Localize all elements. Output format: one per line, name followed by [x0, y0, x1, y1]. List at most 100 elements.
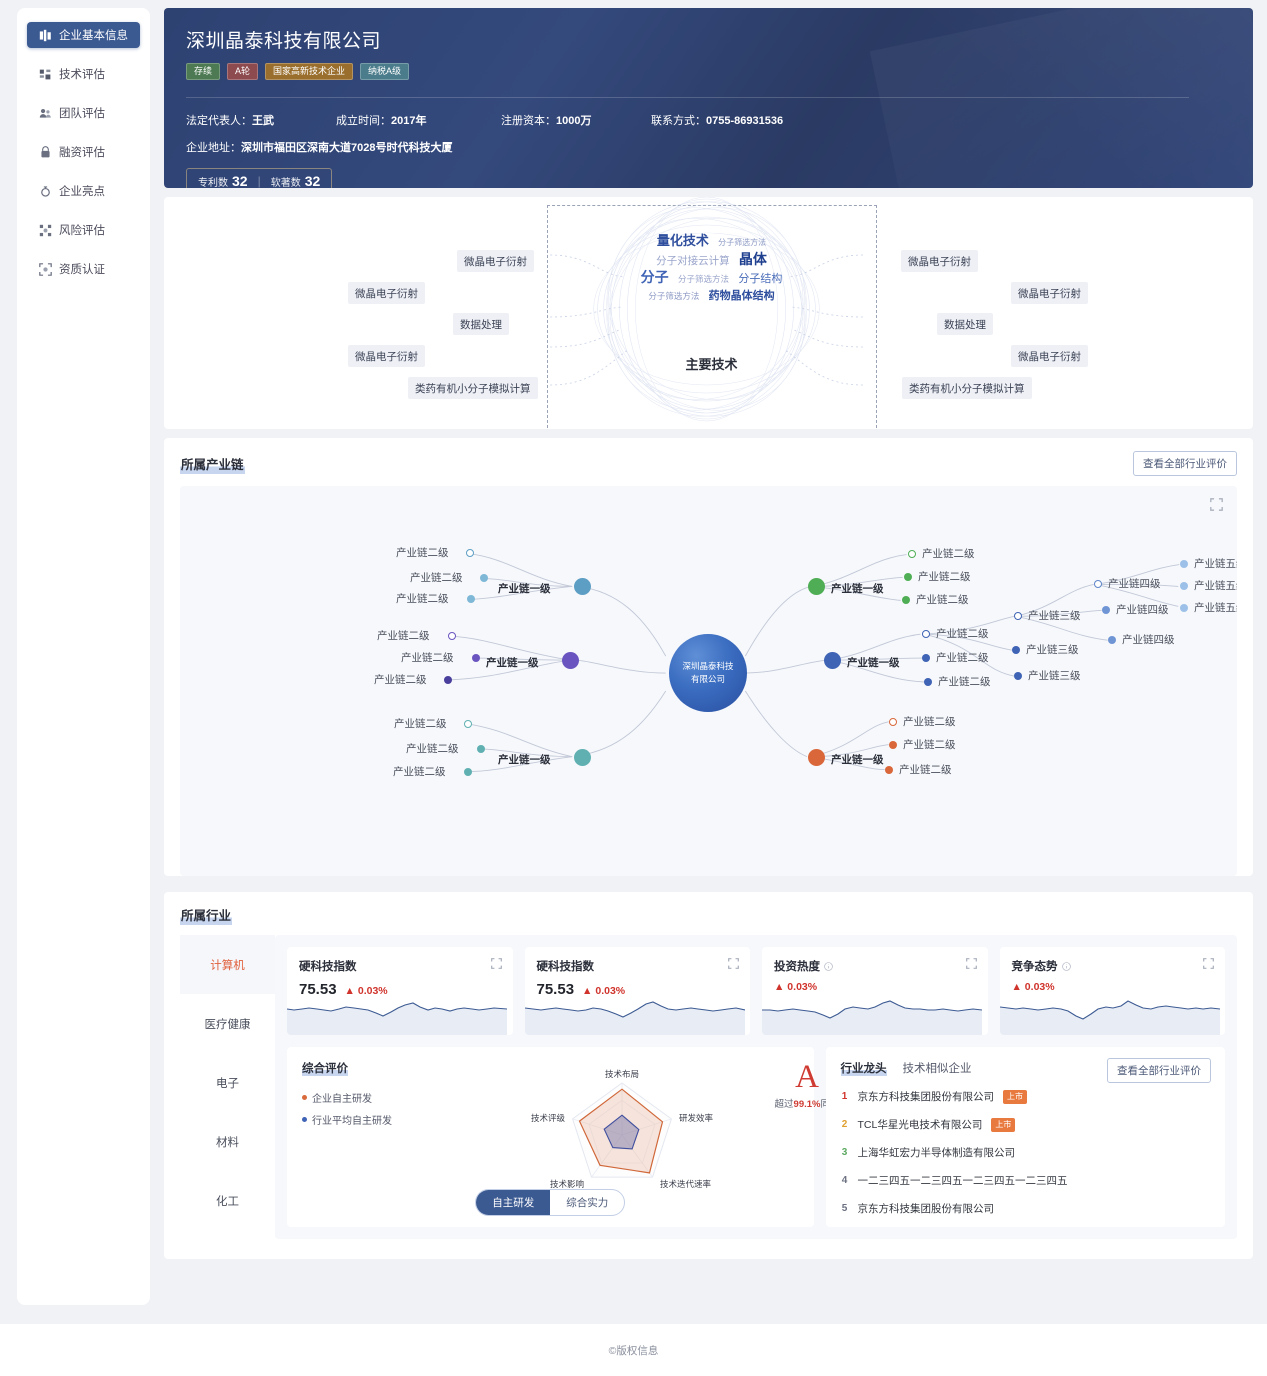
chain-node-level2-label[interactable]: 产业链二级	[406, 743, 459, 755]
tab-similar-tech-companies[interactable]: 技术相似企业	[902, 1063, 972, 1075]
chain-node-level3-dot[interactable]	[1014, 612, 1022, 620]
info-icon[interactable]	[824, 961, 833, 971]
industry-tab-electronics[interactable]: 电子	[216, 1077, 239, 1090]
chain-node-level5-dot[interactable]	[1180, 582, 1188, 590]
chain-node-level1-label[interactable]: 产业链一级	[831, 754, 884, 766]
chain-node-level3-dot[interactable]	[1012, 646, 1020, 654]
chain-node-level2-dot[interactable]	[889, 741, 897, 749]
chain-node-level3-label[interactable]: 产业链三级	[1028, 610, 1081, 622]
chain-node-level2-dot[interactable]	[466, 549, 474, 557]
chain-node-level1-label[interactable]: 产业链一级	[847, 657, 900, 669]
chain-node-level1-dot[interactable]	[824, 652, 841, 669]
chain-node-level1-label[interactable]: 产业链一级	[498, 754, 551, 766]
sidebar-item-highlight[interactable]: 企业亮点	[27, 178, 140, 204]
expand-icon[interactable]	[490, 958, 502, 972]
chain-node-level2-dot[interactable]	[467, 595, 475, 603]
chain-node-level2-label[interactable]: 产业链二级	[393, 766, 446, 778]
chain-node-level4-dot[interactable]	[1102, 606, 1110, 614]
chain-node-level2-dot[interactable]	[480, 574, 488, 582]
chain-node-level2-dot[interactable]	[472, 654, 480, 662]
chain-node-level2-label[interactable]: 产业链二级	[410, 572, 463, 584]
chain-node-level3-label[interactable]: 产业链三级	[1026, 644, 1079, 656]
chain-node-level2-dot[interactable]	[464, 768, 472, 776]
chain-node-level2-label[interactable]: 产业链二级	[938, 676, 991, 688]
chain-node-level5-label[interactable]: 产业链五级	[1194, 602, 1237, 614]
chain-node-level2-label[interactable]: 产业链二级	[903, 716, 956, 728]
chain-node-level4-label[interactable]: 产业链四级	[1122, 634, 1175, 646]
chain-node-level2-label[interactable]: 产业链二级	[936, 652, 989, 664]
expand-icon[interactable]	[1203, 958, 1214, 972]
chain-node-level2-dot[interactable]	[477, 745, 485, 753]
evaluation-title: 综合评价	[302, 1060, 348, 1076]
chain-node-level4-label[interactable]: 产业链四级	[1116, 604, 1169, 616]
chain-node-level2-label[interactable]: 产业链二级	[401, 652, 454, 664]
chain-node-level1-dot[interactable]	[574, 749, 591, 766]
chain-node-level2-label[interactable]: 产业链二级	[396, 593, 449, 605]
sidebar-item-team[interactable]: 团队评估	[27, 100, 140, 126]
industry-tab-chemical[interactable]: 化工	[216, 1195, 239, 1208]
chain-node-level2-dot[interactable]	[885, 766, 893, 774]
chain-node-level1-label[interactable]: 产业链一级	[498, 583, 551, 595]
chain-node-level2-dot[interactable]	[922, 630, 930, 638]
chain-node-level2-dot[interactable]	[902, 596, 910, 604]
industry-tab-computer[interactable]: 计算机	[180, 935, 275, 994]
list-item[interactable]: 1 京东方科技集团股份有限公司 上市	[841, 1089, 1211, 1104]
expand-icon[interactable]	[965, 958, 977, 972]
chain-node-level2-label[interactable]: 产业链二级	[922, 548, 975, 560]
chain-node-level3-label[interactable]: 产业链三级	[1028, 670, 1081, 682]
chain-node-level2-dot[interactable]	[464, 720, 472, 728]
chain-node-level2-label[interactable]: 产业链二级	[936, 628, 989, 640]
sidebar-item-funding[interactable]: 融资评估	[27, 139, 140, 165]
chain-node-level4-dot[interactable]	[1094, 580, 1102, 588]
chain-node-level1-label[interactable]: 产业链一级	[831, 583, 884, 595]
chain-node-level2-label[interactable]: 产业链二级	[374, 674, 427, 686]
sidebar-item-company-info[interactable]: 企业基本信息	[27, 22, 140, 48]
chain-node-level2-label[interactable]: 产业链二级	[394, 718, 447, 730]
chain-node-level5-label[interactable]: 产业链五级	[1194, 580, 1237, 592]
expand-icon[interactable]	[1210, 498, 1223, 514]
toggle-self-rd[interactable]: 自主研发	[476, 1190, 551, 1215]
chain-center-node[interactable]: 深圳晶泰科技 有限公司	[669, 634, 747, 712]
chain-node-level5-dot[interactable]	[1180, 604, 1188, 612]
chain-node-level2-label[interactable]: 产业链二级	[377, 630, 430, 642]
chain-node-level2-label[interactable]: 产业链二级	[918, 571, 971, 583]
toggle-overall-strength[interactable]: 综合实力	[566, 1197, 609, 1209]
chain-node-level2-dot[interactable]	[444, 676, 452, 684]
expand-icon[interactable]	[728, 958, 739, 972]
chain-node-level2-label[interactable]: 产业链二级	[903, 739, 956, 751]
chain-node-level2-dot[interactable]	[924, 678, 932, 686]
chain-node-level1-dot[interactable]	[562, 652, 579, 669]
list-item[interactable]: 3 上海华虹宏力半导体制造有限公司	[841, 1145, 1211, 1160]
chain-node-level1-dot[interactable]	[574, 578, 591, 595]
chain-node-level1-label[interactable]: 产业链一级	[486, 657, 539, 669]
chain-node-level2-dot[interactable]	[908, 550, 916, 558]
chain-node-level2-dot[interactable]	[889, 718, 897, 726]
sidebar-item-risk[interactable]: 风险评估	[27, 217, 140, 243]
chain-node-level2-dot[interactable]	[922, 654, 930, 662]
chain-node-level2-label[interactable]: 产业链二级	[916, 594, 969, 606]
chain-node-level2-label[interactable]: 产业链二级	[899, 764, 952, 776]
view-all-industry-evaluation-button[interactable]: 查看全部行业评价	[1133, 451, 1237, 476]
chain-node-level5-dot[interactable]	[1180, 560, 1188, 568]
chain-node-level3-dot[interactable]	[1014, 672, 1022, 680]
tab-industry-leaders[interactable]: 行业龙头	[840, 1060, 887, 1076]
industry-tab-materials[interactable]: 材料	[216, 1136, 239, 1149]
sidebar-item-certificate[interactable]: 资质认证	[27, 256, 140, 282]
chain-node-level2-dot[interactable]	[448, 632, 456, 640]
view-all-industry-evaluation-button-2[interactable]: 查看全部行业评价	[1107, 1058, 1211, 1083]
list-item[interactable]: 5 京东方科技集团股份有限公司	[841, 1201, 1211, 1216]
list-item[interactable]: 2 TCL华星光电技术有限公司 上市	[841, 1117, 1211, 1132]
industry-tab-healthcare[interactable]: 医疗健康	[204, 1018, 251, 1031]
info-icon[interactable]	[1061, 961, 1071, 971]
industry-chain-graph[interactable]: 深圳晶泰科技 有限公司 产业链一级 产业链二级 产业链二级 产业链二级 产业链一级…	[180, 486, 1237, 876]
chain-node-level5-label[interactable]: 产业链五级	[1194, 558, 1237, 570]
chain-node-level2-dot[interactable]	[904, 573, 912, 581]
chain-node-level2-label[interactable]: 产业链二级	[396, 547, 449, 559]
hightech-badge: 国家高新技术企业	[265, 63, 354, 80]
list-item[interactable]: 4 一二三四五一二三四五一二三四五一二三四五	[841, 1173, 1211, 1188]
chain-node-level1-dot[interactable]	[808, 578, 825, 595]
chain-node-level4-label[interactable]: 产业链四级	[1108, 578, 1161, 590]
sidebar-item-technology[interactable]: 技术评估	[27, 61, 140, 87]
chain-node-level1-dot[interactable]	[808, 749, 825, 766]
chain-node-level4-dot[interactable]	[1108, 636, 1116, 644]
